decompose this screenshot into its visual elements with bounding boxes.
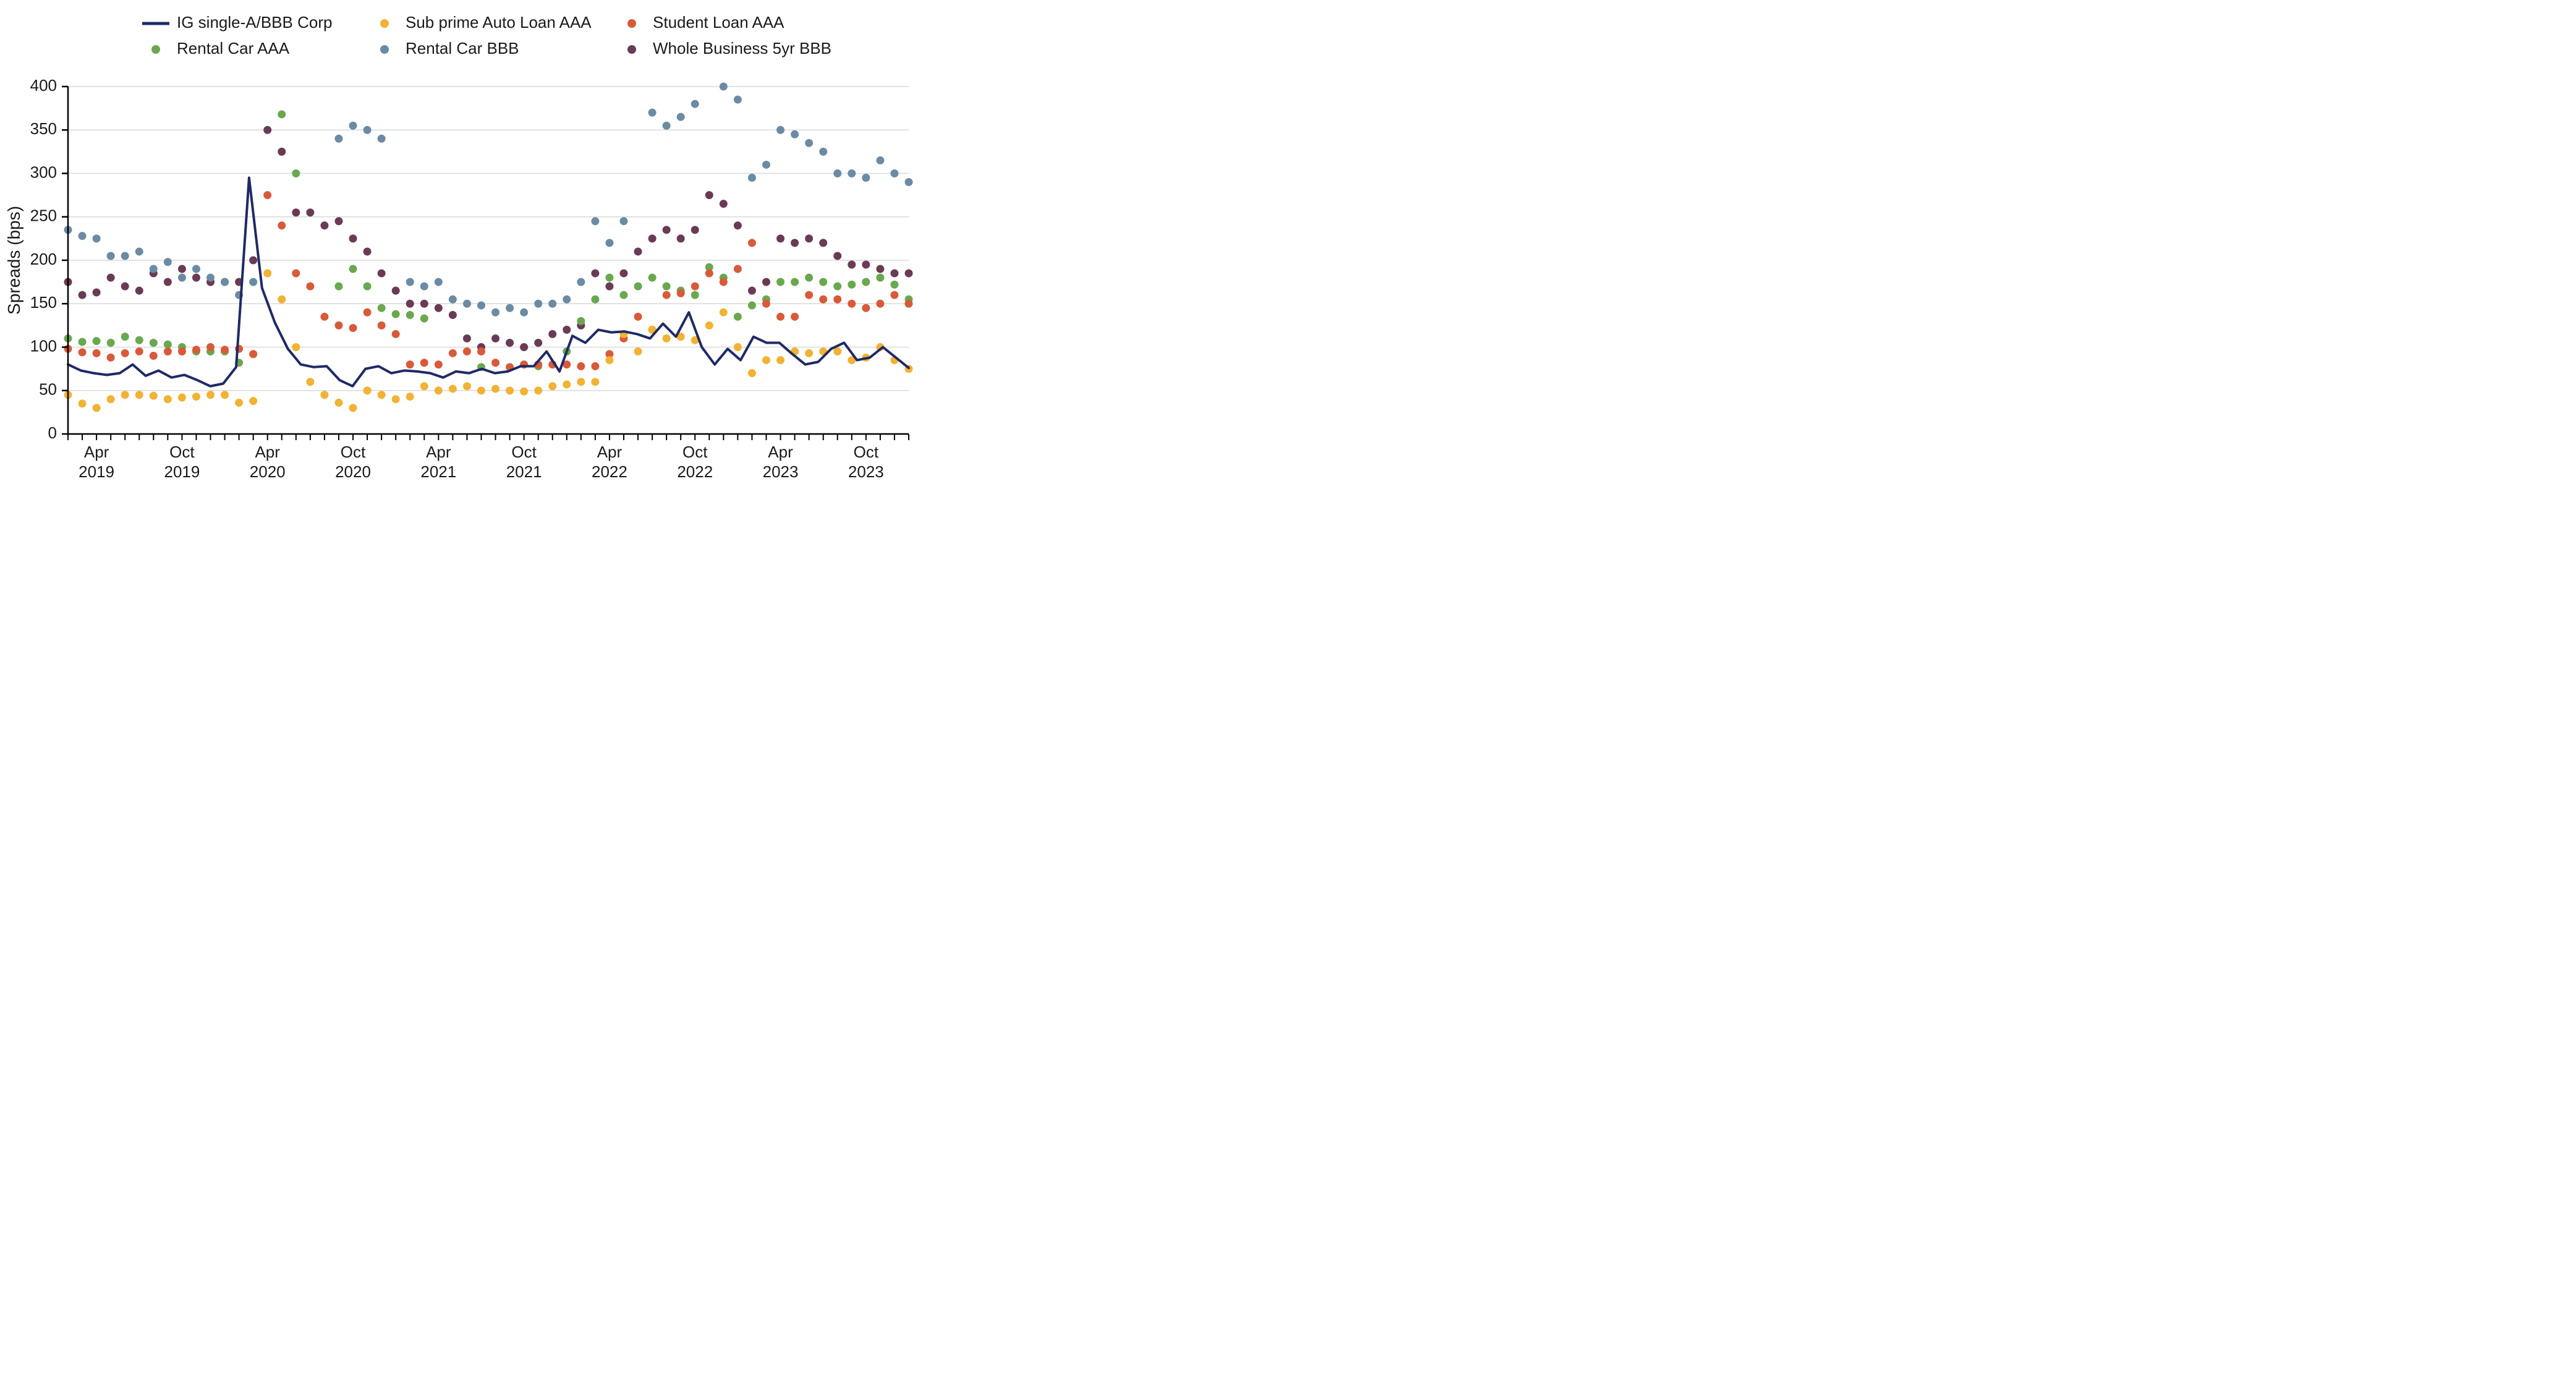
chart-svg: 050100150200250300350400Apr2019Oct2019Ap… [0,0,927,499]
x-tick-label-bottom: 2019 [79,462,114,481]
x-tick-label-top: Oct [854,443,879,461]
x-tick-label-top: Apr [84,443,109,461]
legend-swatch-stu [627,19,636,28]
y-tick-label: 150 [30,293,57,312]
x-tick-label-top: Apr [597,443,623,461]
spreads-chart: 050100150200250300350400Apr2019Oct2019Ap… [0,0,927,499]
series-rcaaa [64,110,913,371]
y-tick-label: 200 [30,250,57,268]
x-tick-label-top: Apr [426,443,451,461]
legend-label-rcaaa: Rental Car AAA [177,39,290,57]
y-tick-label: 350 [30,119,57,138]
series-group [64,83,913,412]
x-tick-label-top: Oct [169,443,195,461]
legend: IG single-A/BBB Corp Sub prime Auto Loan … [142,13,831,57]
axes: 050100150200250300350400Apr2019Oct2019Ap… [30,76,909,481]
legend-label-stu: Student Loan AAA [653,13,784,32]
y-tick-label: 50 [39,380,57,399]
x-tick-label-bottom: 2022 [592,462,627,481]
x-tick-label-bottom: 2021 [420,462,456,481]
legend-swatch-rcbbb [380,45,389,54]
legend-label-wb: Whole Business 5yr BBB [653,39,831,57]
y-tick-label: 0 [48,423,57,442]
x-tick-label-bottom: 2020 [250,462,286,481]
legend-swatch-wb [627,45,636,54]
x-tick-label-bottom: 2019 [164,462,200,481]
x-tick-label-top: Oct [341,443,366,461]
y-tick-label: 250 [30,206,57,225]
legend-label-ig: IG single-A/BBB Corp [177,13,332,32]
legend-label-sub: Sub prime Auto Loan AAA [406,13,592,32]
x-tick-label-bottom: 2020 [335,462,371,481]
legend-label-rcbbb: Rental Car BBB [406,39,519,57]
x-tick-label-top: Oct [511,443,537,461]
series-rcbbb [64,83,913,317]
x-tick-label-bottom: 2021 [506,462,542,481]
legend-swatch-sub [380,19,389,28]
x-tick-label-top: Apr [255,443,280,461]
y-tick-label: 400 [30,76,57,95]
x-tick-label-bottom: 2023 [848,462,884,481]
x-tick-label-bottom: 2022 [677,462,713,481]
y-axis-title: Spreads (bps) [4,206,23,315]
x-tick-label-top: Oct [682,443,708,461]
y-tick-label: 300 [30,163,57,181]
series-wb [64,126,913,351]
series-stu [64,191,913,371]
legend-swatch-rcaaa [151,45,160,54]
x-tick-label-bottom: 2023 [763,462,799,481]
x-tick-label-top: Apr [768,443,793,461]
y-tick-label: 100 [30,336,57,355]
